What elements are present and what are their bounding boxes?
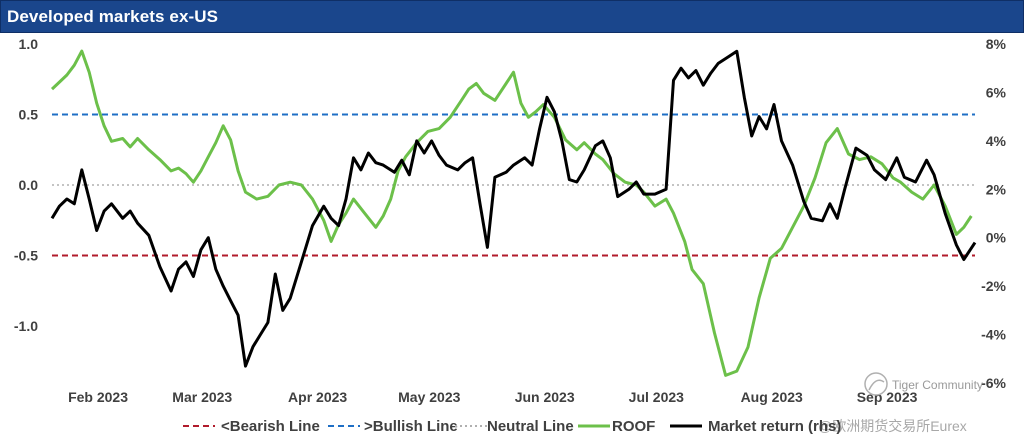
legend-label: Neutral Line: [487, 418, 574, 435]
right-tick-label: -4%: [981, 327, 1006, 343]
left-tick-label: 0.5: [19, 107, 39, 123]
right-axis: 8% 6% 4% 2% 0% -2% -4% -6%: [981, 36, 1006, 391]
right-tick-label: -2%: [981, 278, 1006, 294]
x-axis: Feb 2023 Mar 2023 Apr 2023 May 2023 Jun 2023…: [68, 389, 918, 405]
x-tick-label: Jun 2023: [515, 389, 575, 405]
x-tick-label: May 2023: [398, 389, 460, 405]
reference-lines: [52, 113, 975, 257]
watermark-text-eurex: @欧洲期货交易所Eurex: [818, 418, 967, 434]
watermark-text-community: Tiger Community: [892, 378, 983, 392]
x-tick-label: Aug 2023: [741, 389, 803, 405]
right-tick-label: -6%: [981, 375, 1006, 391]
watermark: Tiger Community @欧洲期货交易所Eurex: [818, 372, 983, 434]
x-tick-label: Apr 2023: [288, 389, 347, 405]
left-tick-label: 1.0: [19, 36, 39, 52]
tiger-logo-icon: [864, 372, 888, 396]
legend-label: <Bearish Line: [221, 418, 320, 435]
legend-label: >Bullish Line: [364, 418, 458, 435]
x-tick-label: Feb 2023: [68, 389, 128, 405]
legend-label: Market return (rhs): [708, 418, 841, 435]
chart-title-bar: Developed markets ex-US: [0, 0, 1024, 33]
right-tick-label: 2%: [986, 181, 1007, 197]
x-tick-label: Sep 2023: [857, 389, 918, 405]
legend: <Bearish Line >Bullish Line Neutral Line RO…: [183, 418, 841, 435]
right-tick-label: 0%: [986, 230, 1007, 246]
left-tick-label: -0.5: [14, 248, 38, 264]
legend-label: ROOF: [612, 418, 655, 435]
right-tick-label: 4%: [986, 133, 1007, 149]
x-tick-label: Mar 2023: [172, 389, 232, 405]
left-tick-label: -1.0: [14, 318, 38, 334]
left-tick-label: 0.0: [19, 177, 39, 193]
right-tick-label: 6%: [986, 84, 1007, 100]
chart-title: Developed markets ex-US: [7, 7, 219, 26]
right-tick-label: 8%: [986, 36, 1007, 52]
series-lines: [50, 49, 977, 377]
left-axis: 1.0 0.5 0.0 -0.5 -1.0: [14, 36, 38, 334]
market-return-series-line: [50, 49, 977, 368]
x-tick-label: Jul 2023: [629, 389, 684, 405]
roof-series-line: [50, 49, 973, 377]
tiger-logo-stroke: [868, 379, 885, 391]
